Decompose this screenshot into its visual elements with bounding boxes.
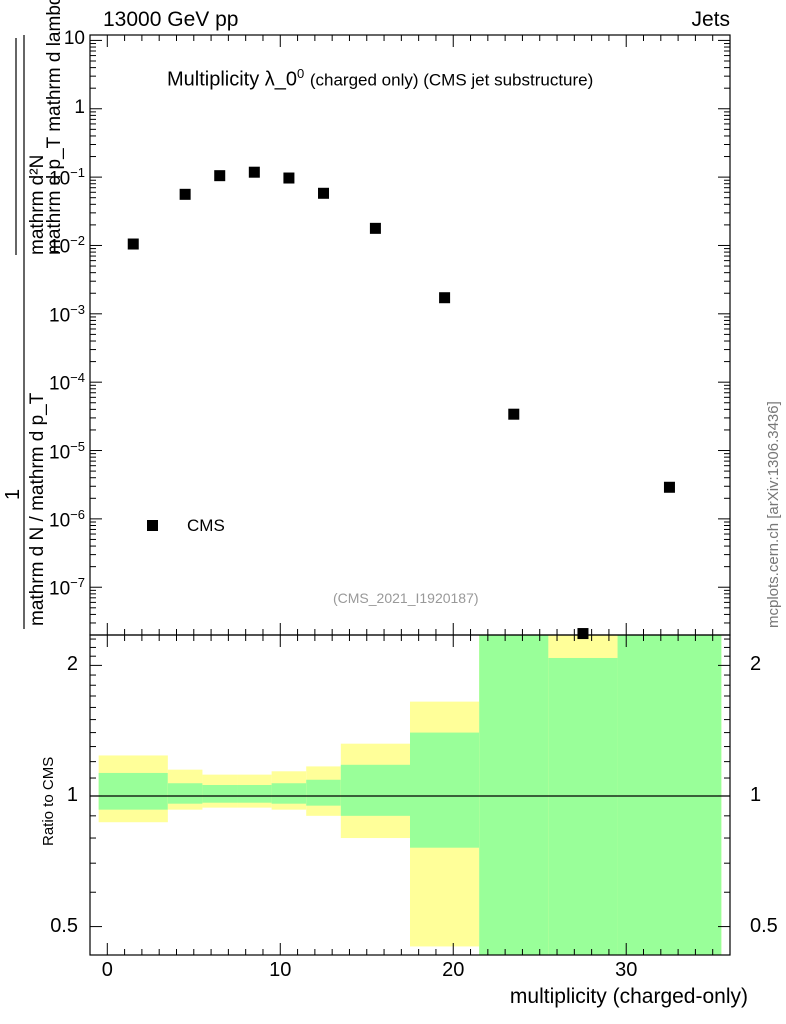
main-ytick-base: 10 [49,305,71,327]
band-inner-7 [410,732,480,848]
data-point-9 [577,628,589,640]
data-point-3 [248,166,260,178]
chart-title-tail: (charged only) (CMS jet substructure) [309,70,594,90]
ratio-ytick-label-right: 2 [750,653,762,676]
main-ytick-label: 10 [64,28,85,50]
main-ytick-exponent: −5 [70,438,85,454]
band-inner-0 [98,772,168,810]
xtick-label: 10 [269,959,292,981]
band-inner-1 [167,783,203,804]
main-panel-frame [89,34,731,636]
band-inner-6 [340,764,410,816]
main-ytick-label: 1 [74,97,85,119]
data-points [127,166,675,640]
data-point-6 [369,222,381,234]
xtick-label: 0 [101,959,113,981]
main-ytick-exponent: −4 [70,370,85,386]
main-ytick-label: 10−5 [49,439,85,464]
ratio-ytick-label-right: 0.5 [750,914,778,937]
main-ytick-label: 10−2 [49,233,85,258]
data-point-0 [127,238,139,250]
xtick-label: 30 [615,959,638,981]
analysis-id: (CMS_2021_I1920187) [333,590,479,606]
chart-title-sup: 0 [297,66,305,81]
main-ytick-label: 10−4 [49,370,85,395]
chart-title-main: Multiplicity λ_0 [167,68,298,91]
header-process: Jets [691,8,730,31]
main-ytick-exponent: −2 [70,233,85,249]
data-point-1 [179,188,191,200]
main-ytick-exponent: −7 [70,575,85,591]
main-ytick-base: 10 [63,28,85,50]
ratio-ylabel: Ratio to CMS [40,756,57,846]
data-point-7 [439,292,451,304]
ratio-bands [98,635,722,955]
ylabel-outer-denominator: mathrm d N / mathrm d p_T [27,392,48,626]
data-point-5 [318,187,330,199]
main-ytick-label: 10−3 [49,302,85,327]
main-ytick-label: 10−1 [49,165,85,190]
main-ytick-base: 10 [49,373,71,395]
main-ytick-base: 10 [49,441,71,463]
legend-marker [147,520,158,531]
data-point-10 [663,481,675,493]
main-ytick-exponent: −6 [70,506,85,522]
data-point-8 [508,408,520,420]
main-ytick-label: 10−6 [49,507,85,532]
band-inner-9 [548,657,618,955]
band-inner-3 [237,785,272,803]
data-point-2 [214,170,226,182]
main-ytick-base: 10 [49,578,71,600]
main-ytick-base: 10 [49,168,71,190]
ylabel-inner-denominator: mathrm d p_T mathrm d lambda [44,0,65,255]
band-inner-2 [202,785,238,803]
main-ytick-base: 1 [74,96,85,118]
legend-label: CMS [187,516,225,535]
x-axis-label: multiplicity (charged-only) [509,985,748,1008]
band-inner-10 [617,635,722,955]
axis-ticks [90,35,730,955]
ratio-ytick-label-left: 0.5 [50,914,78,937]
band-inner-5 [306,779,341,806]
main-ytick-exponent: −3 [70,301,85,317]
band-inner-8 [479,635,549,955]
ylabel-outer-numerator: 1 [2,488,24,500]
ratio-ytick-label-left: 1 [66,783,78,806]
main-ytick-exponent: −1 [70,165,85,181]
data-point-4 [283,172,295,184]
chart-title: Multiplicity λ_00 (charged only) (CMS je… [167,66,593,92]
main-ytick-base: 10 [49,510,71,532]
ratio-ytick-label-right: 1 [750,783,762,806]
header-energy: 13000 GeV pp [103,8,239,31]
main-ytick-label: 10−7 [49,575,85,600]
side-credit: mcplots.cern.ch [arXiv:1306.3436] [765,401,782,628]
ratio-ytick-label-left: 2 [66,653,78,676]
ratio-panel-frame [89,634,731,956]
main-ytick-base: 10 [49,236,71,258]
xtick-label: 20 [442,959,465,981]
band-inner-4 [271,783,307,804]
